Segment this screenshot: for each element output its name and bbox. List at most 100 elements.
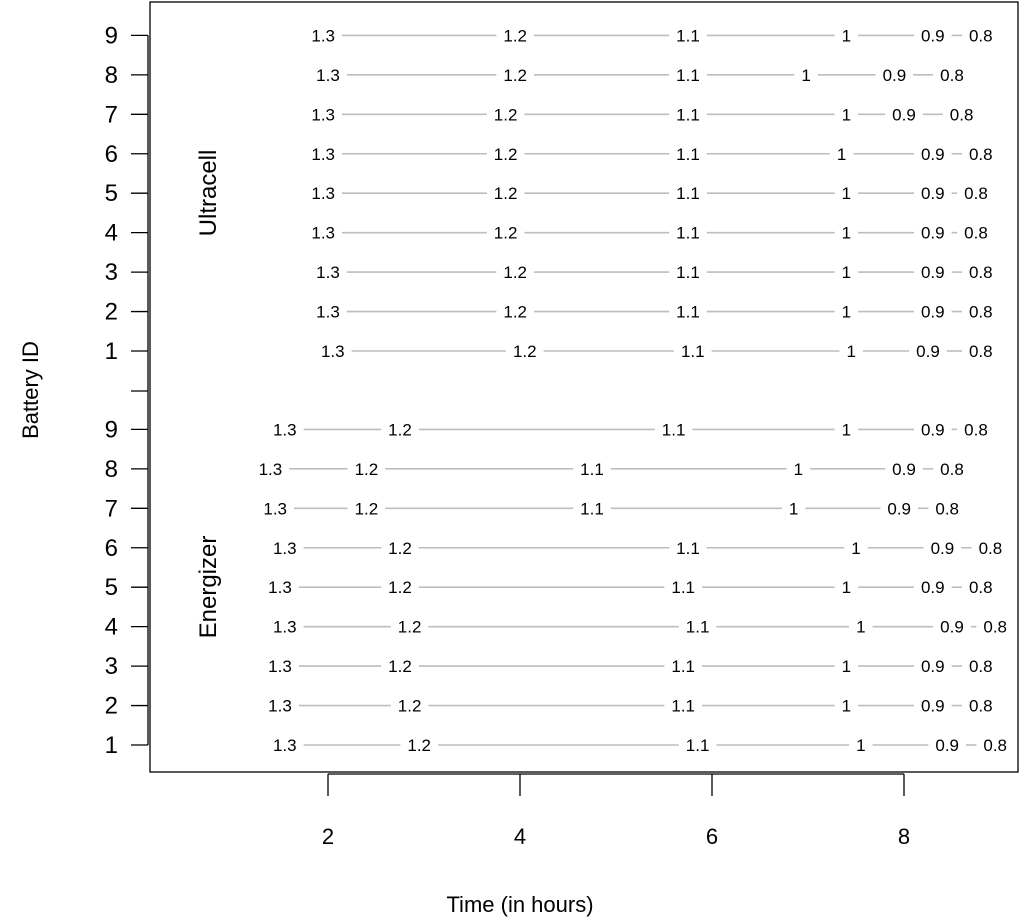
level-label: 1.3 bbox=[259, 460, 283, 479]
y-tick-label: 9 bbox=[105, 416, 118, 443]
y-tick-label: 6 bbox=[105, 141, 118, 168]
level-label: 0.9 bbox=[921, 303, 945, 322]
level-label: 1.2 bbox=[407, 736, 431, 755]
level-label: 0.9 bbox=[931, 539, 955, 558]
y-tick-label: 2 bbox=[105, 693, 118, 720]
level-label: 1.3 bbox=[268, 657, 292, 676]
level-label: 0.8 bbox=[940, 460, 964, 479]
level-label: 1 bbox=[842, 657, 851, 676]
level-label: 0.9 bbox=[921, 697, 945, 716]
series-ultracell-3: 1.3 1.2 1.1 1 0.9 0.8 bbox=[316, 263, 992, 282]
series-energizer-4: 1.3 1.2 1.1 1 0.9 0.8 bbox=[273, 618, 1007, 637]
series-energizer-9: 1.3 1.2 1.1 1 0.9 0.8 bbox=[273, 420, 988, 439]
y-tick-label: 4 bbox=[105, 614, 118, 641]
y-axis: 1 2 3 4 5 6 7 8 9 1 2 3 4 5 6 7 8 9 bbox=[105, 22, 149, 759]
y-tick-label: 5 bbox=[105, 180, 118, 207]
level-label: 1.2 bbox=[513, 342, 537, 361]
level-label: 1 bbox=[851, 539, 860, 558]
series-energizer-2: 1.3 1.2 1.1 1 0.9 0.8 bbox=[268, 697, 992, 716]
level-label: 0.8 bbox=[983, 736, 1007, 755]
level-label: 0.8 bbox=[969, 303, 993, 322]
level-label: 1.2 bbox=[388, 657, 412, 676]
level-label: 1.3 bbox=[263, 499, 287, 518]
group-labels: Energizer Ultracell bbox=[195, 150, 222, 639]
y-tick-label: 3 bbox=[105, 653, 118, 680]
level-label: 1.3 bbox=[311, 224, 335, 243]
level-label: 1.1 bbox=[676, 184, 700, 203]
level-label: 0.8 bbox=[969, 263, 993, 282]
level-label: 1.2 bbox=[503, 303, 527, 322]
level-label: 0.8 bbox=[969, 697, 993, 716]
level-label: 0.8 bbox=[969, 657, 993, 676]
level-label: 1.1 bbox=[676, 224, 700, 243]
series-ultracell-9: 1.3 1.2 1.1 1 0.9 0.8 bbox=[311, 26, 992, 45]
level-label: 0.8 bbox=[983, 618, 1007, 637]
level-label: 0.8 bbox=[969, 145, 993, 164]
level-label: 0.9 bbox=[940, 618, 964, 637]
level-label: 1 bbox=[842, 184, 851, 203]
level-label: 1.2 bbox=[398, 697, 422, 716]
level-label: 1.1 bbox=[681, 342, 705, 361]
level-label: 1.2 bbox=[388, 420, 412, 439]
level-label: 1 bbox=[842, 578, 851, 597]
level-label: 1 bbox=[846, 342, 855, 361]
level-label: 1.1 bbox=[676, 26, 700, 45]
level-label: 1.2 bbox=[503, 26, 527, 45]
level-label: 0.9 bbox=[916, 342, 940, 361]
series-ultracell-1: 1.3 1.2 1.1 1 0.9 0.8 bbox=[321, 342, 993, 361]
level-label: 1.1 bbox=[676, 303, 700, 322]
level-label: 1.2 bbox=[398, 618, 422, 637]
level-label: 0.8 bbox=[940, 66, 964, 85]
y-tick-label: 2 bbox=[105, 299, 118, 326]
level-label: 1 bbox=[842, 263, 851, 282]
level-label: 0.8 bbox=[969, 578, 993, 597]
level-label: 1.3 bbox=[311, 184, 335, 203]
level-label: 0.9 bbox=[883, 66, 907, 85]
level-label: 1.1 bbox=[676, 539, 700, 558]
level-label: 0.9 bbox=[921, 224, 945, 243]
level-label: 1.2 bbox=[355, 460, 379, 479]
level-label: 1 bbox=[842, 697, 851, 716]
series-energizer-5: 1.3 1.2 1.1 1 0.9 0.8 bbox=[268, 578, 992, 597]
level-label: 1.3 bbox=[316, 66, 340, 85]
series-energizer-7: 1.3 1.2 1.1 1 0.9 0.8 bbox=[263, 499, 959, 518]
level-label: 1.1 bbox=[686, 618, 710, 637]
y-tick-label: 5 bbox=[105, 574, 118, 601]
level-label: 1.2 bbox=[388, 539, 412, 558]
y-tick-label: 9 bbox=[105, 22, 118, 49]
level-label: 1.3 bbox=[273, 420, 297, 439]
level-label: 0.9 bbox=[921, 263, 945, 282]
plot-frame bbox=[149, 1, 1019, 773]
level-label: 0.9 bbox=[921, 657, 945, 676]
y-tick-label: 1 bbox=[105, 338, 118, 365]
level-label: 1.3 bbox=[316, 263, 340, 282]
series-ultracell-4: 1.3 1.2 1.1 1 0.9 0.8 bbox=[311, 224, 987, 243]
x-axis: 2 4 6 8 bbox=[322, 773, 910, 849]
level-label: 1 bbox=[794, 460, 803, 479]
level-label: 1.1 bbox=[671, 697, 695, 716]
series-layer: 1.3 1.2 1.1 1 0.9 0.81.3 1.2 1.1 1 0.9 0.81.3 1.2 1.… bbox=[259, 26, 1007, 755]
level-label: 0.9 bbox=[921, 26, 945, 45]
level-label: 1.2 bbox=[503, 66, 527, 85]
level-label: 0.8 bbox=[969, 26, 993, 45]
level-label: 1.3 bbox=[311, 145, 335, 164]
level-label: 1.3 bbox=[311, 26, 335, 45]
y-tick-label: 1 bbox=[105, 732, 118, 759]
series-energizer-3: 1.3 1.2 1.1 1 0.9 0.8 bbox=[268, 657, 992, 676]
level-label: 1.2 bbox=[494, 224, 518, 243]
level-label: 0.9 bbox=[935, 736, 959, 755]
level-label: 1.2 bbox=[355, 499, 379, 518]
x-tick-label: 6 bbox=[706, 824, 718, 849]
x-axis-title: Time (in hours) bbox=[446, 892, 593, 917]
level-label: 1 bbox=[789, 499, 798, 518]
level-label: 1.1 bbox=[686, 736, 710, 755]
level-label: 1.3 bbox=[268, 697, 292, 716]
level-label: 0.9 bbox=[921, 578, 945, 597]
group-label-energizer: Energizer bbox=[195, 536, 222, 639]
level-label: 1.1 bbox=[676, 263, 700, 282]
y-tick-label: 7 bbox=[105, 101, 118, 128]
level-label: 1 bbox=[837, 145, 846, 164]
series-ultracell-2: 1.3 1.2 1.1 1 0.9 0.8 bbox=[316, 303, 992, 322]
series-energizer-8: 1.3 1.2 1.1 1 0.9 0.8 bbox=[259, 460, 964, 479]
